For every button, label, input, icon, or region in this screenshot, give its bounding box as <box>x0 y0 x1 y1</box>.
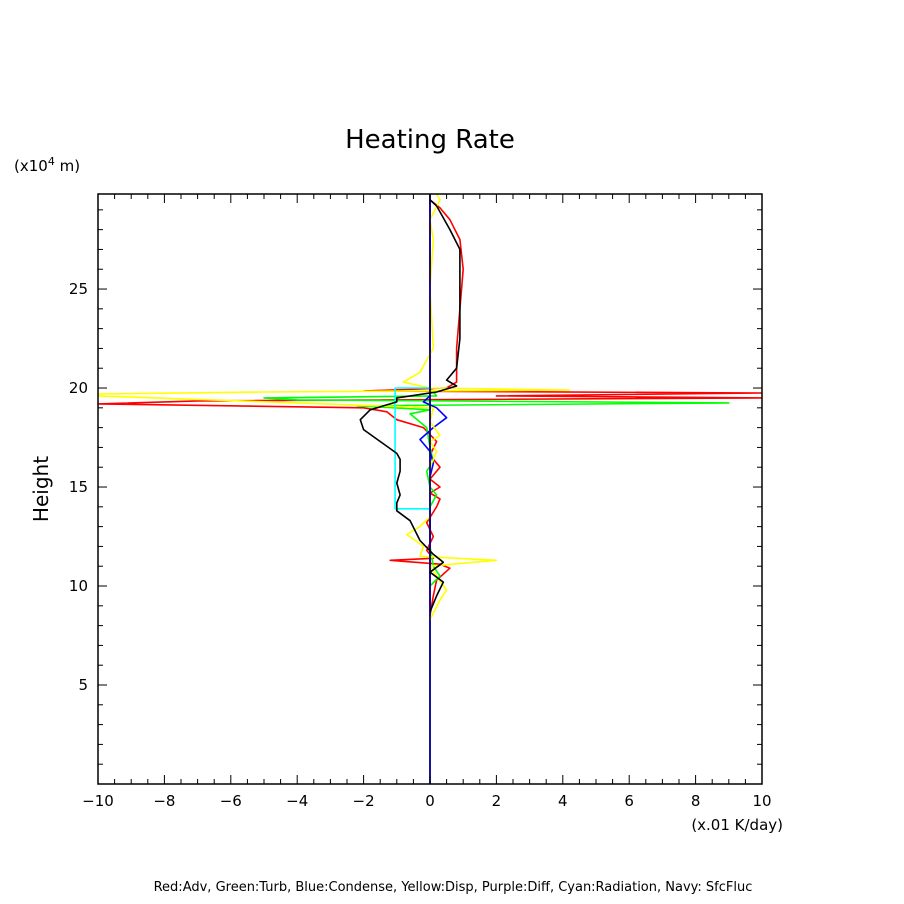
x-tick-label: 2 <box>492 792 502 810</box>
x-tick-label: 10 <box>752 792 771 810</box>
chart-title: Heating Rate <box>345 125 515 155</box>
x-tick-label: 0 <box>425 792 435 810</box>
axis-ticks <box>97 194 763 784</box>
x-tick-label: 6 <box>624 792 634 810</box>
series-line-condense <box>419 194 448 784</box>
y-tick-label: 20 <box>69 379 88 397</box>
x-tick-label: −10 <box>82 792 114 810</box>
y-tick-label: 25 <box>69 280 88 298</box>
y-tick-label: 10 <box>69 577 88 595</box>
series-line-total <box>359 199 461 613</box>
plot-frame <box>97 193 763 785</box>
y-unit-prefix: (x10 <box>14 157 48 175</box>
series-line-turb <box>263 387 730 587</box>
x-axis-unit-label: (x.01 K/day) <box>691 816 783 834</box>
series-color-caption: Red:Adv, Green:Turb, Blue:Condense, Yell… <box>154 880 753 895</box>
plot-area <box>98 194 762 784</box>
y-unit-exponent: 4 <box>48 155 55 168</box>
x-tick-label: −8 <box>153 792 175 810</box>
y-tick-label: 15 <box>69 478 88 496</box>
series-line-disp <box>98 194 571 621</box>
x-tick-label: 8 <box>691 792 701 810</box>
y-axis-unit-label: (x104 m) <box>14 155 80 175</box>
x-tick-label: −2 <box>353 792 375 810</box>
y-unit-suffix: m) <box>55 157 80 175</box>
x-tick-label: −6 <box>220 792 242 810</box>
x-tick-label: 4 <box>558 792 568 810</box>
x-tick-label: −4 <box>286 792 308 810</box>
y-tick-label: 5 <box>78 676 88 694</box>
axis-tick-labels: −10 −8 −6 −4 −2 0 2 4 6 8 10 5 10 15 20 25 <box>69 280 772 810</box>
series-line-radiation <box>394 387 430 510</box>
y-axis-label: Height <box>29 456 53 522</box>
